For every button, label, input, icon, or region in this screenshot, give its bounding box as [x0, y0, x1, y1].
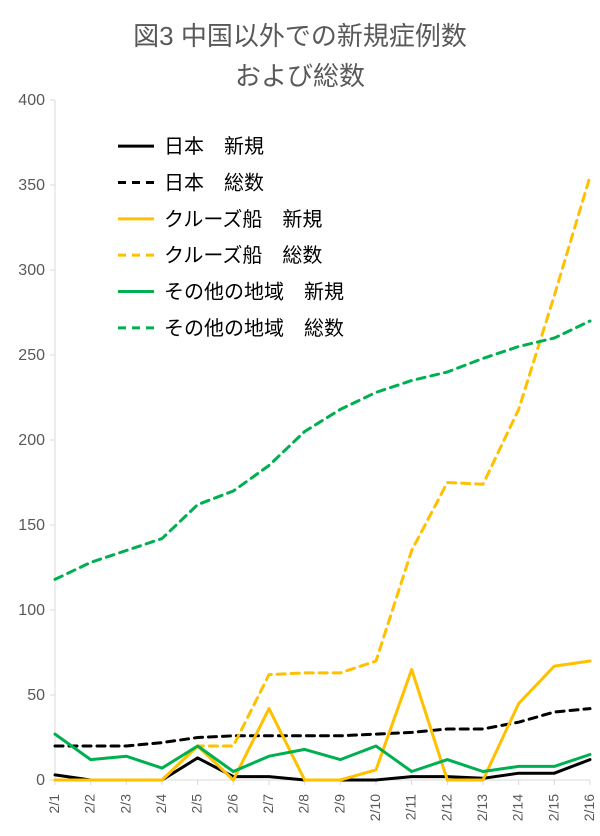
chart-title-line1: 図3 中国以外での新規症例数	[0, 16, 600, 53]
legend-label: クルーズ船 新規	[164, 208, 322, 231]
x-tick-label: 2/11	[403, 794, 419, 820]
x-tick-label: 2/6	[224, 794, 240, 814]
legend-label: その他の地域 新規	[164, 281, 344, 304]
y-tick-label: 300	[18, 262, 45, 279]
x-tick-label: 2/14	[510, 794, 526, 821]
x-tick-label: 2/10	[367, 794, 383, 821]
x-tick-label: 2/8	[296, 794, 312, 814]
x-tick-label: 2/13	[474, 794, 490, 821]
y-tick-label: 150	[18, 517, 45, 534]
x-tick-label: 2/1	[46, 794, 62, 814]
series-cruise_new	[55, 661, 590, 780]
y-tick-label: 0	[36, 772, 45, 789]
y-tick-label: 350	[18, 177, 45, 194]
x-tick-label: 2/15	[545, 794, 561, 821]
x-tick-label: 2/16	[581, 794, 597, 821]
y-tick-label: 400	[18, 92, 45, 109]
legend-label: その他の地域 総数	[164, 317, 344, 340]
legend-label: 日本 新規	[164, 135, 264, 158]
y-tick-label: 50	[27, 687, 45, 704]
chart-svg: 0 50 100 150 200 250 300 350 400 2/1 2/2 2/3 2/4 2/5 2…	[0, 0, 600, 836]
y-tick-label: 250	[18, 347, 45, 364]
y-tick-label: 100	[18, 602, 45, 619]
chart-title-line2: および総数	[0, 56, 600, 93]
x-tick-label: 2/7	[260, 794, 276, 814]
x-tick-label: 2/3	[117, 794, 133, 814]
x-tick-label: 2/12	[438, 794, 454, 821]
legend-box	[110, 128, 430, 346]
series-other_new	[55, 734, 590, 771]
chart-container: 図3 中国以外での新規症例数 および総数 0 50 100 150 200 250 300 3…	[0, 0, 600, 836]
x-tick-label: 2/4	[153, 794, 169, 814]
x-tick-label: 2/2	[82, 794, 98, 814]
y-tick-label: 200	[18, 432, 45, 449]
legend-label: 日本 総数	[164, 172, 264, 195]
x-tick-label: 2/5	[189, 794, 205, 814]
legend-label: クルーズ船 総数	[164, 244, 322, 267]
x-tick-label: 2/9	[331, 794, 347, 814]
series-other_total	[55, 321, 590, 579]
series-japan_total	[55, 709, 590, 746]
